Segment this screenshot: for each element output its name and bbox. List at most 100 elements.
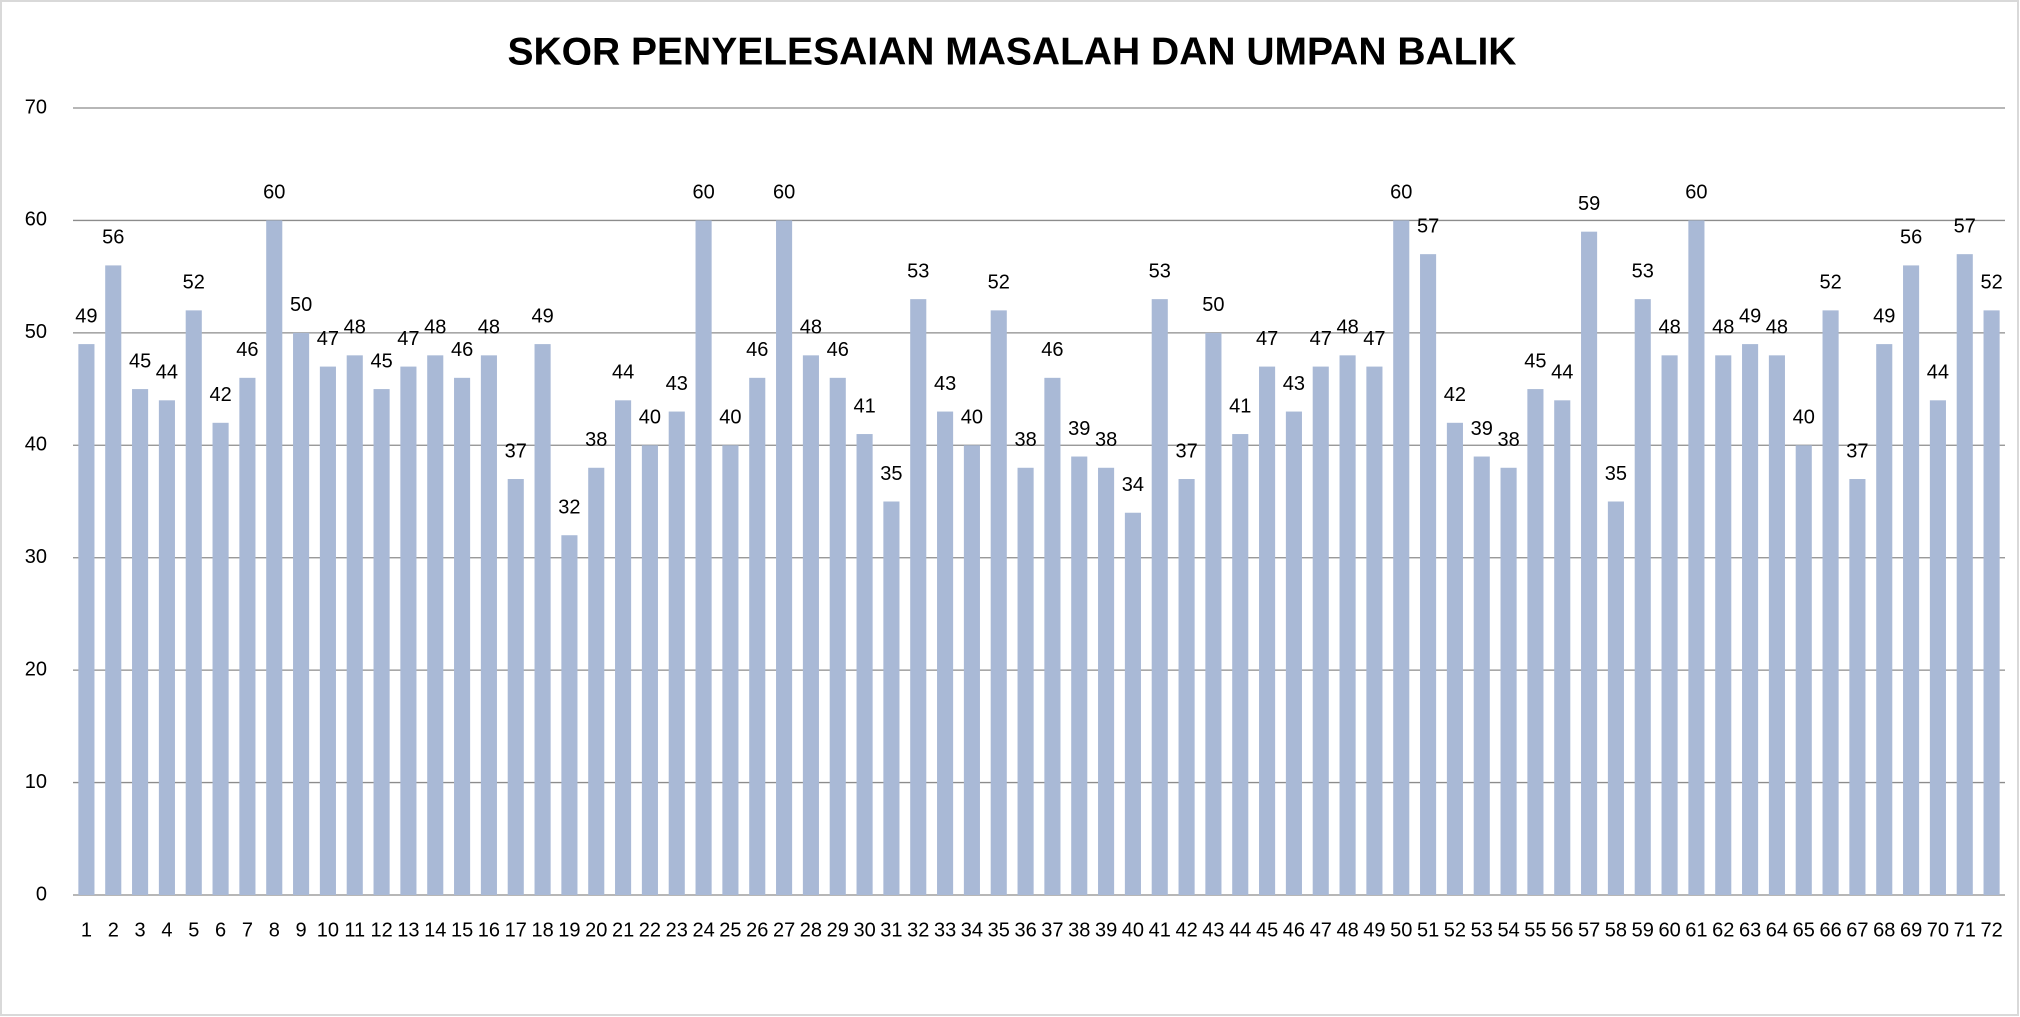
data-label: 38 xyxy=(1497,429,1519,451)
bar xyxy=(319,366,336,896)
y-tick-label: 20 xyxy=(25,658,47,680)
data-label: 49 xyxy=(1739,305,1761,327)
data-label: 57 xyxy=(1417,215,1439,237)
data-label: 44 xyxy=(612,362,634,384)
x-tick-label: 30 xyxy=(853,919,875,941)
x-tick-label: 39 xyxy=(1095,919,1117,941)
data-label: 37 xyxy=(1175,440,1197,462)
x-tick-label: 45 xyxy=(1256,919,1278,941)
x-tick-label: 62 xyxy=(1712,919,1734,941)
bar xyxy=(1742,344,1759,896)
bar xyxy=(1044,377,1061,895)
x-tick-label: 69 xyxy=(1900,919,1922,941)
bar xyxy=(695,220,712,895)
x-tick-label: 1 xyxy=(81,919,92,941)
x-tick-label: 10 xyxy=(317,919,339,941)
bar xyxy=(1983,310,2000,895)
y-tick-label: 60 xyxy=(25,209,47,231)
bar xyxy=(776,220,793,895)
x-tick-label: 27 xyxy=(773,919,795,941)
data-label: 41 xyxy=(1229,395,1251,417)
x-tick-label: 20 xyxy=(585,919,607,941)
data-label: 60 xyxy=(773,182,795,204)
x-tick-label: 12 xyxy=(370,919,392,941)
bar xyxy=(1366,366,1383,896)
data-label: 53 xyxy=(1149,260,1171,282)
bar xyxy=(856,434,873,895)
data-label: 40 xyxy=(961,407,983,429)
x-tick-label: 28 xyxy=(800,919,822,941)
x-tick-label: 50 xyxy=(1390,919,1412,941)
bar xyxy=(588,467,605,895)
data-label: 48 xyxy=(1712,317,1734,339)
data-label: 48 xyxy=(1766,317,1788,339)
bar xyxy=(185,310,202,895)
data-label: 50 xyxy=(290,294,312,316)
x-tick-label: 32 xyxy=(907,919,929,941)
x-tick-label: 14 xyxy=(424,919,446,941)
bar xyxy=(239,377,256,895)
data-label: 46 xyxy=(1041,339,1063,361)
x-tick-label: 70 xyxy=(1927,919,1949,941)
bar xyxy=(883,501,900,895)
data-label: 49 xyxy=(531,305,553,327)
x-tick-label: 46 xyxy=(1283,919,1305,941)
x-tick-label: 25 xyxy=(719,919,741,941)
x-tick-label: 37 xyxy=(1041,919,1063,941)
bar xyxy=(1849,479,1866,895)
data-label: 48 xyxy=(424,317,446,339)
x-tick-label: 3 xyxy=(135,919,146,941)
bar xyxy=(1795,445,1812,895)
bar xyxy=(1527,389,1544,895)
data-label: 52 xyxy=(183,272,205,294)
data-label: 44 xyxy=(156,362,178,384)
data-label: 52 xyxy=(988,272,1010,294)
bar xyxy=(1178,479,1195,895)
bar xyxy=(802,355,819,895)
data-label: 34 xyxy=(1122,474,1144,496)
data-label: 57 xyxy=(1954,215,1976,237)
bar xyxy=(1420,254,1437,895)
x-tick-label: 4 xyxy=(161,919,172,941)
y-tick-label: 10 xyxy=(25,771,47,793)
data-label: 38 xyxy=(1095,429,1117,451)
bar xyxy=(1071,456,1088,895)
data-label: 48 xyxy=(344,317,366,339)
bar xyxy=(1339,355,1356,895)
x-tick-label: 67 xyxy=(1846,919,1868,941)
x-tick-label: 21 xyxy=(612,919,634,941)
bar xyxy=(1822,310,1839,895)
bar xyxy=(963,445,980,895)
x-tick-label: 36 xyxy=(1014,919,1036,941)
data-label: 35 xyxy=(1605,463,1627,485)
bar xyxy=(615,400,632,895)
x-tick-label: 42 xyxy=(1175,919,1197,941)
data-label: 60 xyxy=(263,182,285,204)
x-tick-label: 56 xyxy=(1551,919,1573,941)
data-label: 46 xyxy=(451,339,473,361)
bar xyxy=(1017,467,1034,895)
data-label: 52 xyxy=(1819,272,1841,294)
bar xyxy=(400,366,417,896)
bar xyxy=(427,355,444,895)
x-tick-label: 22 xyxy=(639,919,661,941)
bar xyxy=(1715,355,1732,895)
data-label: 44 xyxy=(1927,362,1949,384)
x-tick-label: 59 xyxy=(1632,919,1654,941)
bar xyxy=(1876,344,1893,896)
x-tick-label: 47 xyxy=(1310,919,1332,941)
x-tick-label: 51 xyxy=(1417,919,1439,941)
x-tick-label: 31 xyxy=(880,919,902,941)
x-tick-label: 6 xyxy=(215,919,226,941)
data-label: 48 xyxy=(1336,317,1358,339)
x-tick-label: 17 xyxy=(505,919,527,941)
data-label: 43 xyxy=(934,373,956,395)
data-label: 48 xyxy=(478,317,500,339)
data-label: 49 xyxy=(1873,305,1895,327)
bar xyxy=(1259,366,1276,896)
data-label: 40 xyxy=(719,407,741,429)
bar xyxy=(373,389,390,895)
x-tick-label: 55 xyxy=(1524,919,1546,941)
x-tick-label: 43 xyxy=(1202,919,1224,941)
